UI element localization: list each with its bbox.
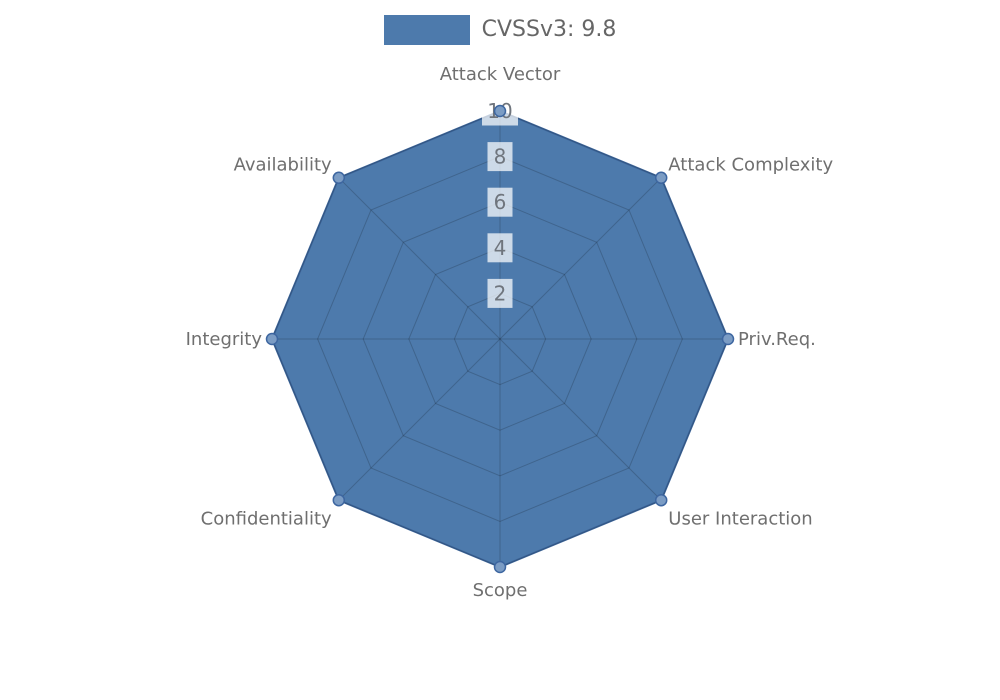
grid-spoke (499, 177, 662, 340)
tick-label: 4 (494, 236, 507, 260)
axis-label-availability: Availability (234, 155, 332, 176)
tick-label: 2 (494, 281, 507, 305)
data-point-marker (493, 104, 507, 118)
tick-label-bg (487, 187, 513, 217)
axis-label-attack-vector: Attack Vector (440, 64, 561, 85)
data-point-marker (332, 493, 346, 507)
grid-spoke (499, 338, 662, 501)
data-point-marker (721, 332, 735, 346)
tick-label-bg (487, 142, 513, 172)
data-point-marker (332, 171, 346, 185)
grid-ring (317, 156, 683, 522)
data-point-marker (265, 332, 279, 346)
tick-label-bg (487, 233, 513, 263)
legend-swatch (383, 15, 470, 45)
grid-spoke (338, 177, 501, 340)
chart-legend: CVSSv3: 9.8 (0, 15, 1000, 45)
axis-label-confidentiality: Confidentiality (201, 508, 332, 529)
axis-label-attack-complexity: Attack Complexity (668, 155, 833, 176)
grid-spoke (338, 338, 501, 501)
data-point-marker (654, 171, 668, 185)
data-point-marker (654, 493, 668, 507)
tick-label: 6 (494, 190, 507, 214)
grid-ring (362, 201, 638, 477)
axis-label-scope: Scope (473, 580, 528, 601)
legend-label: CVSSv3: 9.8 (481, 17, 617, 42)
grid-ring (453, 292, 547, 386)
axis-label-user-interaction: User Interaction (668, 508, 812, 529)
grid-ring (408, 247, 592, 431)
data-point-marker (493, 560, 507, 574)
tick-label: 8 (494, 145, 507, 169)
axis-label-integrity: Integrity (186, 329, 263, 350)
axis-label-priv-req: Priv.Req. (738, 329, 816, 350)
tick-label-bg (487, 278, 513, 308)
